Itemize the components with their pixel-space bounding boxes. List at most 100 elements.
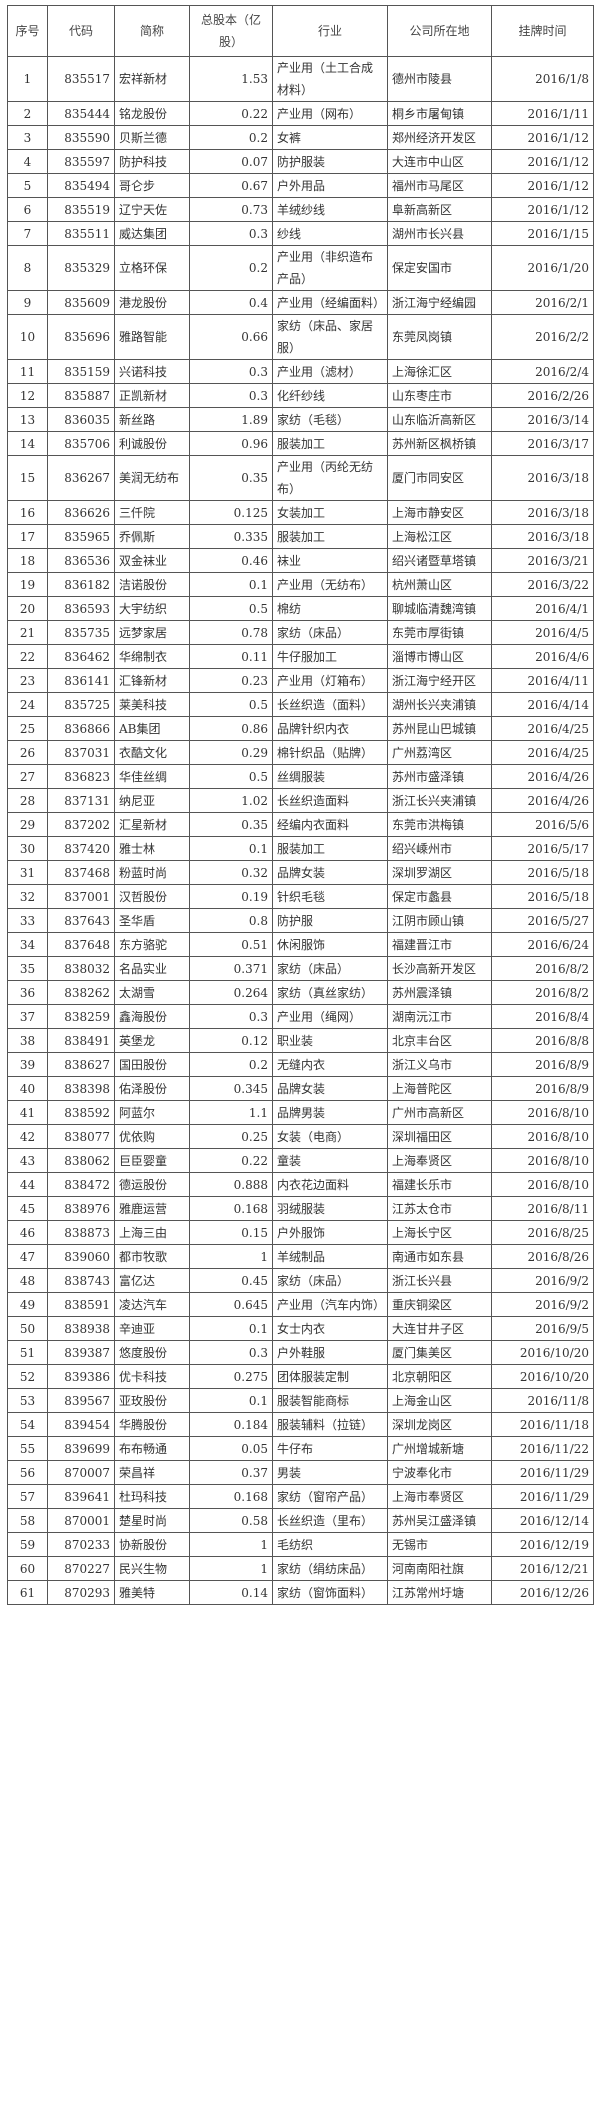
cell-location: 南通市如东县 — [387, 1244, 492, 1269]
cell-code: 839567 — [47, 1388, 115, 1413]
cell-industry: 家纺（床品） — [272, 620, 388, 645]
cell-index: 37 — [7, 1004, 48, 1029]
cell-index: 30 — [7, 836, 48, 861]
cell-listing-date: 2016/4/26 — [491, 788, 594, 813]
cell-code: 835597 — [47, 149, 115, 174]
table-row: 47 839060 都市牧歌 1 羊绒制品 南通市如东县 2016/8/26 — [7, 1244, 594, 1269]
cell-index: 55 — [7, 1436, 48, 1461]
cell-location: 东莞市厚街镇 — [387, 620, 492, 645]
cell-listing-date: 2016/10/20 — [491, 1364, 594, 1389]
cell-listing-date: 2016/6/24 — [491, 932, 594, 957]
table-row: 45 838976 雅鹿运营 0.168 羽绒服装 江苏太仓市 2016/8/11 — [7, 1196, 594, 1221]
cell-listing-date: 2016/8/8 — [491, 1028, 594, 1053]
cell-industry: 家纺（绢纺床品） — [272, 1556, 388, 1581]
table-row: 21 835735 远梦家居 0.78 家纺（床品） 东莞市厚街镇 2016/4/5 — [7, 620, 594, 645]
cell-code: 835735 — [47, 620, 115, 645]
cell-index: 14 — [7, 431, 48, 456]
cell-index: 21 — [7, 620, 48, 645]
cell-index: 15 — [7, 455, 48, 501]
table-row: 59 870233 协新股份 1 毛纺织 无锡市 2016/12/19 — [7, 1532, 594, 1557]
table-row: 25 836866 AB集团 0.86 品牌针织内衣 苏州昆山巴城镇 2016/4/25 — [7, 716, 594, 741]
cell-location: 长沙高新开发区 — [387, 956, 492, 981]
cell-listing-date: 2016/3/18 — [491, 524, 594, 549]
cell-total-shares: 0.335 — [189, 524, 273, 549]
cell-total-shares: 0.2 — [189, 125, 273, 150]
cell-total-shares: 0.86 — [189, 716, 273, 741]
table-row: 11 835159 兴诺科技 0.3 产业用（滤材） 上海徐汇区 2016/2/4 — [7, 359, 594, 384]
cell-location: 浙江长兴县 — [387, 1268, 492, 1293]
cell-short-name: 巨臣婴童 — [114, 1148, 190, 1173]
cell-total-shares: 0.66 — [189, 314, 273, 360]
cell-short-name: 优卡科技 — [114, 1364, 190, 1389]
cell-code: 870233 — [47, 1532, 115, 1557]
table-row: 56 870007 荣昌祥 0.37 男装 宁波奉化市 2016/11/29 — [7, 1460, 594, 1485]
cell-listing-date: 2016/1/8 — [491, 56, 594, 102]
cell-short-name: 太湖雪 — [114, 980, 190, 1005]
table-header-row: 序号 代码 简称 总股本（亿股） 行业 公司所在地 挂牌时间 — [7, 5, 594, 57]
cell-industry: 女裤 — [272, 125, 388, 150]
table-row: 16 836626 三仟院 0.125 女装加工 上海市静安区 2016/3/18 — [7, 500, 594, 525]
cell-listing-date: 2016/4/26 — [491, 764, 594, 789]
table-row: 31 837468 粉蓝时尚 0.32 品牌女装 深圳罗湖区 2016/5/18 — [7, 860, 594, 885]
cell-industry: 牛仔布 — [272, 1436, 388, 1461]
cell-listing-date: 2016/4/25 — [491, 740, 594, 765]
cell-listing-date: 2016/3/22 — [491, 572, 594, 597]
column-header-industry: 行业 — [272, 5, 388, 57]
table-row: 50 838938 辛迪亚 0.1 女士内衣 大连甘井子区 2016/9/5 — [7, 1316, 594, 1341]
cell-listing-date: 2016/2/1 — [491, 290, 594, 315]
cell-short-name: 华腾股份 — [114, 1412, 190, 1437]
cell-index: 42 — [7, 1124, 48, 1149]
cell-code: 839060 — [47, 1244, 115, 1269]
cell-code: 837468 — [47, 860, 115, 885]
cell-total-shares: 1.1 — [189, 1100, 273, 1125]
table-row: 60 870227 民兴生物 1 家纺（绢纺床品） 河南南阳社旗 2016/12/21 — [7, 1556, 594, 1581]
cell-location: 广州增城新塘 — [387, 1436, 492, 1461]
cell-location: 深圳福田区 — [387, 1124, 492, 1149]
cell-industry: 品牌男装 — [272, 1100, 388, 1125]
cell-location: 福建长乐市 — [387, 1172, 492, 1197]
cell-listing-date: 2016/8/10 — [491, 1100, 594, 1125]
cell-code: 837420 — [47, 836, 115, 861]
table-row: 52 839386 优卡科技 0.275 团体服装定制 北京朝阳区 2016/10/20 — [7, 1364, 594, 1389]
cell-listing-date: 2016/11/8 — [491, 1388, 594, 1413]
cell-listing-date: 2016/1/15 — [491, 221, 594, 246]
cell-total-shares: 0.888 — [189, 1172, 273, 1197]
cell-industry: 产业用（丙纶无纺布） — [272, 455, 388, 501]
cell-listing-date: 2016/2/4 — [491, 359, 594, 384]
cell-location: 北京丰台区 — [387, 1028, 492, 1053]
table-row: 1 835517 宏祥新材 1.53 产业用（土工合成材料） 德州市陵县 2016/1/8 — [7, 56, 594, 102]
cell-index: 48 — [7, 1268, 48, 1293]
column-header-location: 公司所在地 — [387, 5, 492, 57]
cell-short-name: 鑫海股份 — [114, 1004, 190, 1029]
cell-short-name: 新丝路 — [114, 407, 190, 432]
cell-total-shares: 0.4 — [189, 290, 273, 315]
table-row: 40 838398 佑泽股份 0.345 品牌女装 上海普陀区 2016/8/9 — [7, 1076, 594, 1101]
cell-code: 835965 — [47, 524, 115, 549]
cell-code: 839386 — [47, 1364, 115, 1389]
cell-code: 836035 — [47, 407, 115, 432]
cell-short-name: 大宇纺织 — [114, 596, 190, 621]
cell-index: 4 — [7, 149, 48, 174]
cell-short-name: 名品实业 — [114, 956, 190, 981]
table-row: 26 837031 衣酷文化 0.29 棉针织品（贴牌） 广州荔湾区 2016/4/25 — [7, 740, 594, 765]
table-row: 24 835725 莱美科技 0.5 长丝织造（面料） 湖州长兴夹浦镇 2016/4/14 — [7, 692, 594, 717]
cell-location: 广州市高新区 — [387, 1100, 492, 1125]
cell-code: 836141 — [47, 668, 115, 693]
cell-short-name: 美润无纺布 — [114, 455, 190, 501]
cell-short-name: 辛迪亚 — [114, 1316, 190, 1341]
cell-index: 3 — [7, 125, 48, 150]
cell-short-name: 富亿达 — [114, 1268, 190, 1293]
cell-industry: 纱线 — [272, 221, 388, 246]
cell-code: 837202 — [47, 812, 115, 837]
cell-index: 54 — [7, 1412, 48, 1437]
cell-short-name: 国田股份 — [114, 1052, 190, 1077]
cell-index: 27 — [7, 764, 48, 789]
cell-index: 40 — [7, 1076, 48, 1101]
cell-short-name: 立格环保 — [114, 245, 190, 291]
cell-location: 福建晋江市 — [387, 932, 492, 957]
table-row: 29 837202 汇星新材 0.35 经编内衣面料 东莞市洪梅镇 2016/5/6 — [7, 812, 594, 837]
cell-listing-date: 2016/9/2 — [491, 1292, 594, 1317]
cell-short-name: 洁诺股份 — [114, 572, 190, 597]
cell-total-shares: 0.168 — [189, 1196, 273, 1221]
cell-industry: 品牌针织内衣 — [272, 716, 388, 741]
